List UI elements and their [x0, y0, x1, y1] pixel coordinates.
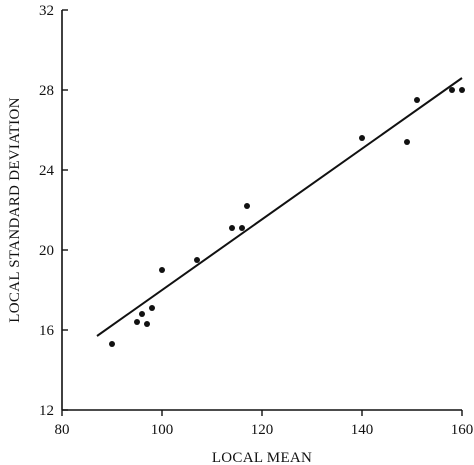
data-point: [144, 321, 150, 327]
data-point: [459, 87, 465, 93]
regression-line: [96, 77, 463, 337]
x-axis-title: LOCAL MEAN: [212, 450, 312, 465]
data-point: [404, 139, 410, 145]
y-axis-title: LOCAL STANDARD DEVIATION: [7, 97, 23, 322]
data-point: [134, 319, 140, 325]
data-point: [359, 135, 365, 141]
data-point: [109, 341, 115, 347]
regression-line-group: [96, 77, 463, 337]
x-tick-label: 120: [251, 422, 274, 438]
data-point: [149, 305, 155, 311]
data-point: [194, 257, 200, 263]
data-point: [239, 225, 245, 231]
y-tick-label: 12: [39, 403, 54, 419]
data-points: [109, 87, 465, 347]
data-point: [159, 267, 165, 273]
data-point: [414, 97, 420, 103]
x-tick-label: 80: [55, 422, 70, 438]
data-point: [244, 203, 250, 209]
y-tick-label: 16: [39, 323, 55, 339]
y-tick-label: 24: [39, 163, 55, 179]
x-tick-label: 160: [451, 422, 474, 438]
y-tick-label: 20: [39, 243, 54, 259]
data-point: [229, 225, 235, 231]
tick-marks: [61, 9, 463, 416]
axes: [61, 10, 462, 411]
y-tick-label: 32: [39, 3, 54, 19]
data-point: [449, 87, 455, 93]
x-tick-label: 140: [351, 422, 374, 438]
tick-labels: 12 16 20 24 28 32 80 100 120 140 160: [39, 3, 473, 438]
data-point: [139, 311, 145, 317]
y-tick-label: 28: [39, 83, 54, 99]
x-tick-label: 100: [151, 422, 174, 438]
